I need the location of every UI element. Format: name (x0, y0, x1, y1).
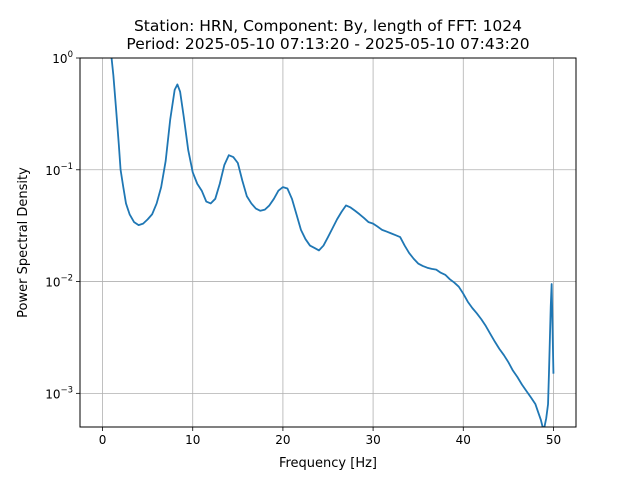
x-tick-label: 50 (546, 433, 561, 447)
y-tick-label: 10−1 (45, 162, 73, 178)
x-axis-label: Frequency [Hz] (279, 456, 377, 471)
y-axis-label: Power Spectral Density (16, 167, 31, 318)
y-tick-label: 10−2 (45, 274, 73, 290)
psd-series-line (110, 58, 555, 427)
y-tick-exponent: 0 (68, 50, 73, 60)
x-axis-ticks: 0 10 20 30 40 50 (99, 427, 561, 447)
x-tick-label: 10 (185, 433, 200, 447)
plot-frame (79, 57, 577, 428)
chart-title-line2: Period: 2025-05-10 07:13:20 - 2025-05-10… (126, 35, 529, 53)
y-tick-label: 100 (52, 50, 73, 66)
y-tick-base: 10 (45, 387, 60, 401)
x-tick-label: 20 (275, 433, 290, 447)
chart-title-line1: Station: HRN, Component: By, length of F… (134, 17, 522, 35)
x-tick-label: 40 (456, 433, 471, 447)
y-tick-base: 10 (45, 164, 60, 178)
y-tick-exponent: −2 (60, 274, 73, 284)
y-tick-exponent: −1 (60, 162, 73, 172)
x-tick-label: 0 (99, 433, 107, 447)
x-tick-label: 30 (365, 433, 380, 447)
y-tick-label: 10−3 (45, 385, 73, 401)
y-tick-base: 10 (52, 52, 67, 66)
y-tick-exponent: −3 (60, 385, 73, 395)
y-tick-base: 10 (45, 276, 60, 290)
